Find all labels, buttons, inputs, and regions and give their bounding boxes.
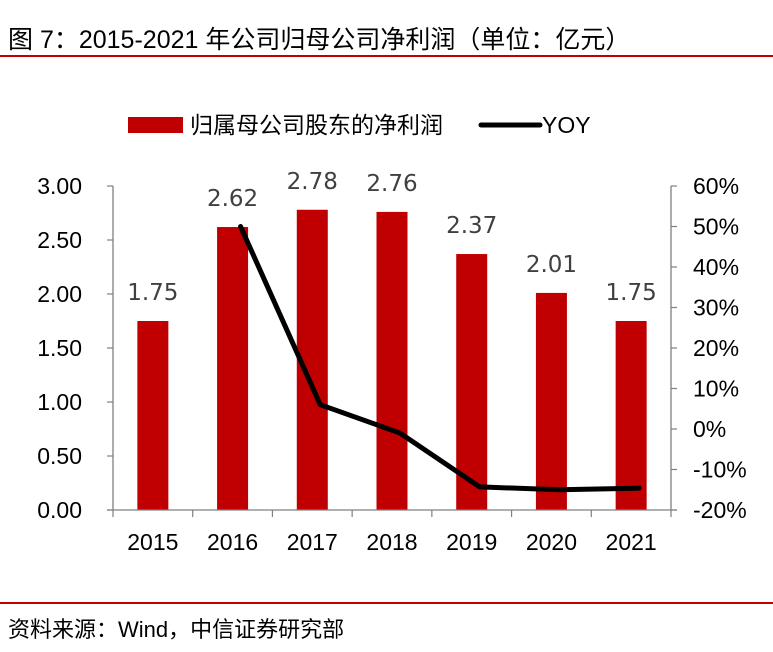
chart-title: 图 7：2015-2021 年公司归母公司净利润（单位：亿元）: [8, 26, 631, 54]
source-divider: [0, 602, 773, 604]
bar-2015: [137, 321, 169, 510]
source-note: 资料来源：Wind，中信证券研究部: [8, 617, 345, 642]
x-tick-label: 2021: [606, 529, 657, 555]
left-tick-label: 1.00: [37, 389, 82, 415]
bars: [137, 209, 647, 511]
yoy-line: [238, 224, 642, 493]
right-tick-label: 0%: [693, 416, 726, 442]
right-tick-label: 20%: [693, 335, 739, 361]
right-tick-label: 10%: [693, 376, 739, 402]
bar-data-label: 2.78: [287, 169, 338, 195]
bar-2020: [535, 292, 567, 510]
axes: 0.00 0.50 1.00 1.50 2.00 2.50 3.00 -20% -10% 0% 10…: [37, 173, 746, 555]
bar-data-label: 2.37: [446, 213, 497, 239]
right-tick-label: -20%: [693, 497, 747, 523]
bar-data-label: 2.76: [366, 171, 417, 197]
left-tick-label: 1.50: [37, 335, 82, 361]
chart: 归属母公司股东的净利润 YOY 0.00 0.50 1.00 1.50 2.00 2.50 3…: [37, 112, 746, 555]
legend-label-line: YOY: [542, 112, 591, 138]
left-tick-label: 3.00: [37, 173, 82, 199]
left-tick-label: 2.50: [37, 227, 82, 253]
x-tick-label: 2020: [526, 529, 577, 555]
left-tick-label: 0.00: [37, 497, 82, 523]
bar-data-label: 1.75: [127, 280, 178, 306]
bar-2019: [456, 254, 488, 510]
x-tick-label: 2015: [127, 529, 178, 555]
bar-data-label: 2.62: [207, 186, 258, 212]
bar-2016: [217, 227, 249, 511]
right-tick-label: 60%: [693, 173, 739, 199]
legend: 归属母公司股东的净利润 YOY: [128, 112, 591, 138]
yoy-line-group: [238, 224, 642, 493]
x-tick-label: 2018: [366, 529, 417, 555]
left-tick-label: 0.50: [37, 443, 82, 469]
bar-2021: [615, 321, 647, 510]
x-tick-label: 2016: [207, 529, 258, 555]
left-tick-label: 2.00: [37, 281, 82, 307]
data-labels: 1.75 2.62 2.78 2.76 2.37 2.01 1.75: [127, 169, 657, 306]
right-tick-label: -10%: [693, 457, 747, 483]
legend-label-bar: 归属母公司股东的净利润: [190, 112, 443, 138]
bar-data-label: 2.01: [526, 252, 577, 278]
x-tick-label: 2019: [446, 529, 497, 555]
right-tick-label: 50%: [693, 214, 739, 240]
right-tick-label: 30%: [693, 295, 739, 321]
title-divider: [0, 55, 773, 57]
bar-data-label: 1.75: [606, 280, 657, 306]
legend-swatch-bar: [128, 117, 183, 133]
x-tick-label: 2017: [287, 529, 338, 555]
right-tick-label: 40%: [693, 254, 739, 280]
bar-2018: [376, 211, 408, 511]
